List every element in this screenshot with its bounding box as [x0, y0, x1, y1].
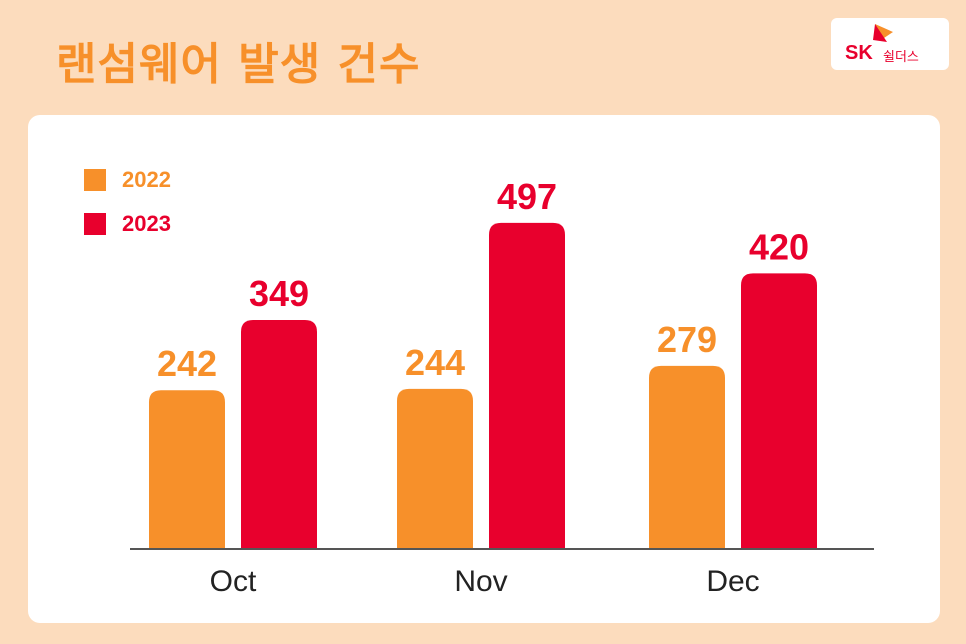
data-label-dec-2022: 279 — [657, 319, 717, 360]
logo-brand: SK — [845, 42, 873, 64]
bar-dec-2022 — [649, 365, 725, 549]
x-tick-label-oct: Oct — [210, 565, 257, 598]
page-title: 랜섬웨어 발생 건수 — [56, 39, 421, 90]
butterfly-logo-icon — [873, 24, 893, 42]
data-label-oct-2023: 349 — [249, 273, 309, 314]
data-label-dec-2023: 420 — [749, 226, 809, 267]
legend-label-2022: 2022 — [122, 167, 171, 192]
data-label-nov-2023: 497 — [497, 176, 557, 217]
data-label-oct-2022: 242 — [157, 343, 217, 384]
bar-nov-2023 — [489, 222, 565, 549]
x-tick-label-nov: Nov — [454, 565, 507, 598]
bar-dec-2023 — [741, 273, 817, 549]
bar-nov-2022 — [397, 388, 473, 549]
bar-oct-2023 — [241, 319, 317, 549]
x-tick-label-dec: Dec — [706, 565, 759, 598]
logo-name: 쉴더스 — [883, 50, 919, 65]
chart-card: 242 349 Oct 244 497 Nov 279 420 Dec 2022 2023 — [28, 115, 940, 623]
bar-chart: 242 349 Oct 244 497 Nov 279 420 Dec — [130, 176, 874, 598]
sk-shieldus-logo: SK 쉴더스 — [831, 18, 949, 70]
data-label-nov-2022: 244 — [405, 342, 465, 383]
legend-label-2023: 2023 — [122, 211, 171, 236]
legend-swatch-2022 — [84, 169, 106, 191]
bar-oct-2022 — [149, 390, 225, 549]
legend-swatch-2023 — [84, 213, 106, 235]
